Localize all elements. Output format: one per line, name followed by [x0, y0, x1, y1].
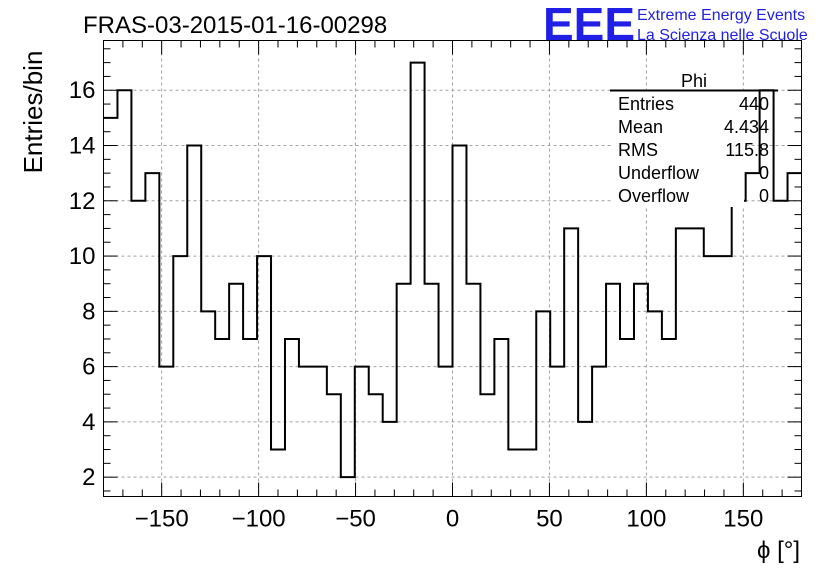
x-tick-label: −100 [232, 506, 286, 533]
y-tick-label: 10 [69, 243, 96, 270]
stats-box: Phi Entries 440 Mean 4.434 RMS 115.8 Und… [610, 71, 778, 207]
y-tick-label: 14 [69, 133, 96, 160]
x-tick-label: 100 [626, 506, 666, 533]
stats-label-overflow: Overflow [618, 186, 690, 206]
eee-logo-line1: Extreme Energy Events [637, 7, 805, 24]
eee-logo-line2: La Scienza nelle Scuole [637, 27, 808, 44]
stats-label-mean: Mean [618, 117, 663, 137]
eee-logo: EEE Extreme Energy Events La Scienza nel… [543, 0, 808, 50]
stats-label-underflow: Underflow [618, 163, 700, 183]
stats-box-background [612, 91, 744, 207]
y-tick-label: 2 [82, 464, 95, 491]
y-tick-label: 12 [69, 188, 96, 215]
stats-value-underflow: 0 [759, 163, 769, 183]
stats-title: Phi [681, 71, 707, 91]
x-axis-label: ϕ [°] [757, 537, 800, 564]
x-tick-label: −50 [335, 506, 376, 533]
stats-value-overflow: 0 [759, 186, 769, 206]
y-tick-label: 6 [82, 354, 95, 381]
stats-value-rms: 115.8 [725, 140, 769, 160]
y-axis-label: Entries/bin [18, 51, 48, 174]
axis-ticks: −150 −100 −50 0 50 100 150 2 4 6 8 10 12 14 16 [69, 40, 802, 533]
x-tick-label: −150 [135, 506, 189, 533]
y-tick-label: 16 [69, 77, 96, 104]
y-tick-label: 4 [82, 409, 95, 436]
eee-logo-mark: EEE [543, 0, 635, 50]
x-tick-label: 50 [536, 506, 563, 533]
x-tick-label: 150 [723, 506, 763, 533]
histogram-outline [103, 61, 802, 479]
y-tick-label: 8 [82, 298, 95, 325]
stats-value-mean: 4.434 [724, 117, 769, 137]
stats-label-entries: Entries [618, 94, 674, 114]
x-tick-label: 0 [446, 506, 459, 533]
stats-value-entries: 440 [739, 94, 769, 114]
chart-title: FRAS-03-2015-01-16-00298 [83, 12, 387, 39]
stats-label-rms: RMS [618, 140, 658, 160]
histogram-series [103, 61, 802, 479]
